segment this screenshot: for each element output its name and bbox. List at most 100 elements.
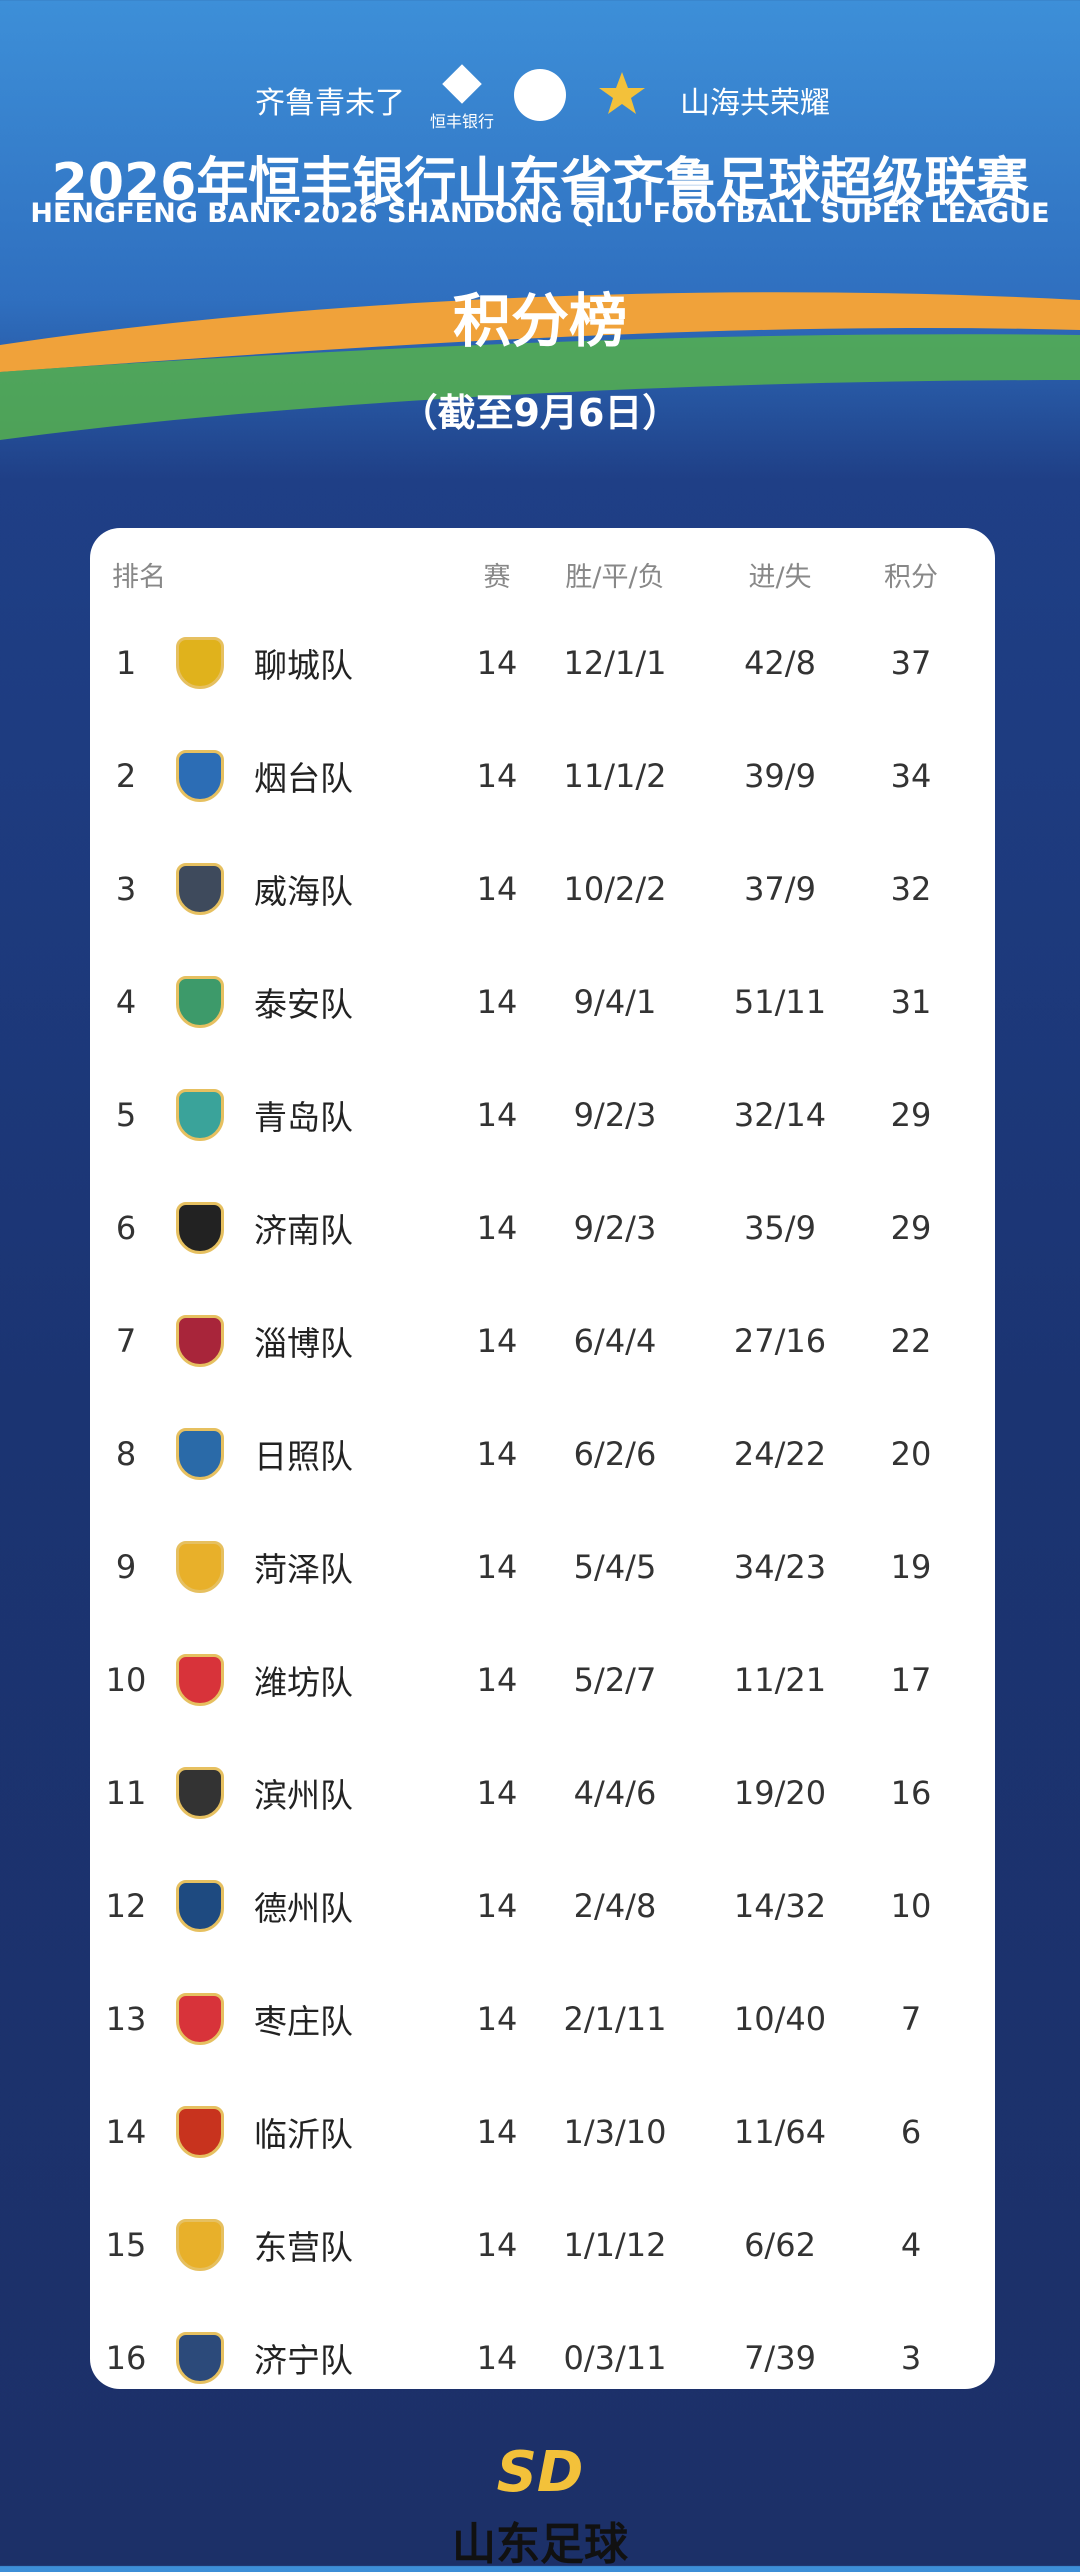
goals: 42/8 xyxy=(744,644,816,682)
played: 14 xyxy=(476,1887,518,1925)
team-logo xyxy=(176,1541,224,1593)
rank: 13 xyxy=(105,2000,147,2038)
team-logo xyxy=(176,1089,224,1141)
team-logo xyxy=(176,1880,224,1932)
record: 2/1/11 xyxy=(563,2000,667,2038)
team-name: 枣庄队 xyxy=(254,2002,353,2041)
played: 14 xyxy=(476,870,518,908)
record: 6/2/6 xyxy=(573,1435,657,1473)
goals: 37/9 xyxy=(744,870,816,908)
played: 14 xyxy=(476,1209,518,1247)
team-name: 济宁队 xyxy=(254,2341,353,2380)
heading: 积分榜 xyxy=(452,287,628,355)
team-logo xyxy=(176,1315,224,1367)
column-header: 胜/平/负 xyxy=(565,562,665,593)
points: 22 xyxy=(890,1322,932,1360)
rank: 8 xyxy=(115,1435,137,1473)
rank: 1 xyxy=(115,644,137,682)
header-bg xyxy=(0,64,1080,440)
record: 2/4/8 xyxy=(573,1887,657,1925)
record: 9/4/1 xyxy=(573,983,657,1021)
subtitle: HENGFENG BANK·2026 SHANDONG QILU FOOTBAL… xyxy=(30,198,1050,229)
column-header: 赛 xyxy=(483,562,511,593)
goals: 10/40 xyxy=(733,2000,827,2038)
record: 9/2/3 xyxy=(573,1209,657,1247)
played: 14 xyxy=(476,2113,518,2151)
goals: 24/22 xyxy=(733,1435,827,1473)
team-logo xyxy=(176,863,224,915)
slogan-left: 齐鲁青未了 xyxy=(255,86,405,121)
team-logo xyxy=(176,1767,224,1819)
points: 4 xyxy=(900,2226,922,2264)
played: 14 xyxy=(476,757,518,795)
date: （截至9月6日） xyxy=(399,391,681,435)
column-header: 排名 xyxy=(112,562,166,593)
team-logo xyxy=(176,2219,224,2271)
wave-green xyxy=(0,334,1080,440)
team-name: 潍坊队 xyxy=(254,1663,353,1702)
team-name: 日照队 xyxy=(254,1437,353,1476)
played: 14 xyxy=(476,2226,518,2264)
rank: 6 xyxy=(115,1209,137,1247)
goals: 11/64 xyxy=(733,2113,827,2151)
goals: 35/9 xyxy=(744,1209,816,1247)
footer-brand: 山东足球 xyxy=(452,2519,628,2570)
played: 14 xyxy=(476,1322,518,1360)
team-logo xyxy=(176,976,224,1028)
points: 32 xyxy=(890,870,932,908)
played: 14 xyxy=(476,1096,518,1134)
goals: 14/32 xyxy=(733,1887,827,1925)
team-name: 临沂队 xyxy=(254,2115,353,2154)
rank: 16 xyxy=(105,2339,147,2377)
title: 2026年恒丰银行山东省齐鲁足球超级联赛 xyxy=(51,153,1029,213)
goals: 32/14 xyxy=(733,1096,827,1134)
played: 14 xyxy=(476,1435,518,1473)
team-logo xyxy=(176,2106,224,2158)
team-logo xyxy=(176,1993,224,2045)
points: 10 xyxy=(890,1887,932,1925)
points: 20 xyxy=(890,1435,932,1473)
team-logo xyxy=(176,750,224,802)
record: 12/1/1 xyxy=(563,644,667,682)
team-name: 青岛队 xyxy=(254,1098,353,1137)
rank: 3 xyxy=(115,870,137,908)
points: 37 xyxy=(890,644,932,682)
points: 6 xyxy=(900,2113,922,2151)
team-name: 聊城队 xyxy=(254,646,353,685)
team-name: 泰安队 xyxy=(254,985,353,1024)
rank: 12 xyxy=(105,1887,147,1925)
points: 17 xyxy=(890,1661,932,1699)
lottery-logo xyxy=(599,72,645,114)
team-logo xyxy=(176,2332,224,2384)
played: 14 xyxy=(476,983,518,1021)
rank: 10 xyxy=(105,1661,147,1699)
sponsor-logo xyxy=(442,64,482,104)
record: 9/2/3 xyxy=(573,1096,657,1134)
points: 31 xyxy=(890,983,932,1021)
rank: 9 xyxy=(115,1548,137,1586)
team-name: 菏泽队 xyxy=(254,1550,353,1589)
played: 14 xyxy=(476,1661,518,1699)
points: 19 xyxy=(890,1548,932,1586)
team-name: 德州队 xyxy=(254,1889,353,1928)
rank: 15 xyxy=(105,2226,147,2264)
goals: 39/9 xyxy=(744,757,816,795)
rank: 2 xyxy=(115,757,137,795)
team-name: 滨州队 xyxy=(254,1776,353,1815)
column-header: 积分 xyxy=(884,562,938,593)
goals: 7/39 xyxy=(744,2339,816,2377)
standings-table: 排名 赛 胜/平/负 进/失 积分 1 聊城队 14 12/1/1 42/8 37 2 烟台队 14 11/… xyxy=(90,528,995,2389)
goals: 51/11 xyxy=(733,983,827,1021)
column-header: 进/失 xyxy=(748,562,812,593)
played: 14 xyxy=(476,644,518,682)
goals: 34/23 xyxy=(733,1548,827,1586)
points: 34 xyxy=(890,757,932,795)
goals: 19/20 xyxy=(733,1774,827,1812)
team-name: 烟台队 xyxy=(254,759,353,798)
points: 29 xyxy=(890,1209,932,1247)
team-logo xyxy=(176,637,224,689)
slogan-right: 山海共荣耀 xyxy=(680,86,830,121)
team-name: 威海队 xyxy=(254,872,353,911)
played: 14 xyxy=(476,1548,518,1586)
